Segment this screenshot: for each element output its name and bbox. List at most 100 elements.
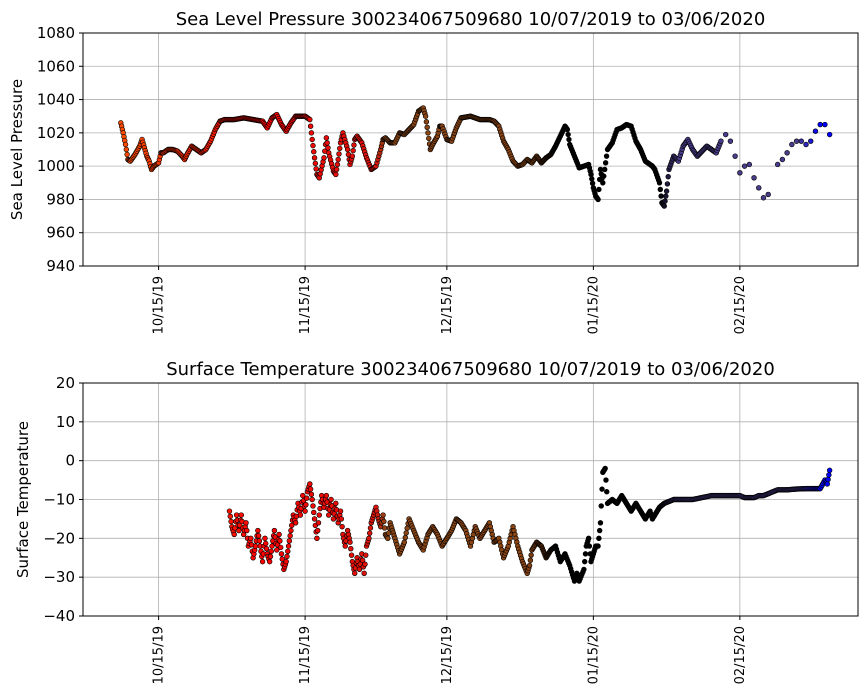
temperature-data-point [314,535,320,542]
temperature-data-point [233,512,240,518]
pressure-chart-title: Sea Level Pressure 300234067509680 10/07… [176,9,766,30]
temperature-data-point [333,500,339,507]
pressure-data-point [313,166,319,172]
temperature-data-point [526,562,533,569]
pressure-data-point [595,196,601,203]
temperature-data-point [528,552,534,558]
temperature-data-point [585,535,592,542]
temperature-data-point [316,512,322,518]
pressure-data-point [602,160,609,166]
temperature-x-tick-label: 02/15/20 [733,626,748,684]
pressure-x-tick-label: 12/15/19 [440,276,455,334]
pressure-data-point [566,136,572,143]
pressure-data-point [722,131,729,138]
pressure-data-point [808,138,814,144]
temperature-data-point [311,516,318,522]
temperature-series [226,465,833,584]
pressure-data-point [751,175,757,181]
temperature-data-point [271,527,278,534]
temperature-data-point [323,492,330,499]
temperature-data-point [274,547,280,553]
pressure-data-point [665,173,671,180]
temperature-data-point [267,553,274,560]
pressure-data-point [596,186,602,193]
temperature-data-point [283,558,289,565]
temperature-data-point [262,535,268,542]
temperature-data-point [263,540,269,547]
pressure-data-point [308,130,315,136]
pressure-data-point [663,188,670,194]
pressure-x-tick-label: 01/15/20 [586,276,601,334]
pressure-y-tick-label: 1080 [37,24,75,42]
pressure-data-point [423,119,430,125]
temperature-data-point [255,533,262,539]
temperature-x-tick-label: 10/15/19 [152,626,167,684]
pressure-data-point [324,140,330,146]
pressure-data-point [589,180,596,187]
temperature-data-point [302,508,308,514]
temperature-data-point [238,512,245,518]
temperature-data-point [297,512,304,518]
temperature-data-point [328,496,334,503]
temperature-data-point [307,486,314,492]
pressure-y-axis-label: Sea Level Pressure [8,79,26,220]
pressure-data-point [657,186,664,193]
temperature-data-point [581,558,588,565]
pressure-data-point [309,136,315,143]
pressure-data-point [310,142,316,149]
pressure-data-point [311,149,317,155]
temperature-y-tick-label: −40 [43,607,75,625]
pressure-data-point [765,191,771,198]
temperature-y-tick-label: 20 [56,374,75,392]
pressure-data-point [351,142,357,148]
temperature-y-tick-label: −30 [43,568,75,586]
temperature-data-point [278,551,285,557]
pressure-data-point [663,193,669,199]
temperature-data-point [309,496,315,503]
temperature-data-point [236,527,242,534]
pressure-data-point [822,121,828,128]
pressure-data-point [323,135,330,141]
temperature-data-point [598,503,604,509]
temperature-data-point [288,527,294,534]
pressure-data-point [756,185,762,191]
pressure-y-tick-label: 1040 [37,91,75,109]
pressure-data-point [335,156,341,163]
temperature-data-point [602,465,608,472]
temperature-data-point [243,520,249,526]
temperature-data-point [402,534,408,541]
pressure-data-point [426,135,432,142]
pressure-data-point [741,163,748,169]
pressure-data-point [789,141,795,148]
temperature-data-point [276,531,282,538]
temperature-data-point [303,495,310,501]
temperature-data-point [311,509,317,516]
temperature-data-point [268,548,274,554]
temperature-y-axis-label: Surface Temperature [14,421,32,578]
pressure-data-point [601,173,607,179]
temperature-data-point [277,544,284,551]
temperature-data-point [269,543,275,549]
pressure-data-point [349,153,356,159]
temperature-data-point [255,527,261,534]
pressure-x-tick-label: 11/15/19 [298,276,313,334]
temperature-data-point [259,558,266,565]
pressure-data-point [325,145,331,151]
temperature-data-point [352,570,358,576]
pressure-plot-area [82,32,859,267]
temperature-data-point [595,543,601,549]
pressure-data-point [784,150,790,156]
temperature-data-point [342,543,348,549]
pressure-data-point [793,138,800,144]
temperature-data-point [381,525,388,531]
pressure-data-point [307,116,313,123]
temperature-data-point [581,566,587,573]
temperature-data-point [252,543,259,549]
temperature-data-point [339,523,345,530]
temperature-data-point [363,552,369,558]
temperature-y-tick-label: 0 [65,452,75,470]
temperature-data-point [285,543,292,549]
pressure-y-tick-label: 1000 [37,157,75,175]
temperature-data-point [826,467,833,474]
temperature-x-tick-label: 11/15/19 [298,626,313,684]
